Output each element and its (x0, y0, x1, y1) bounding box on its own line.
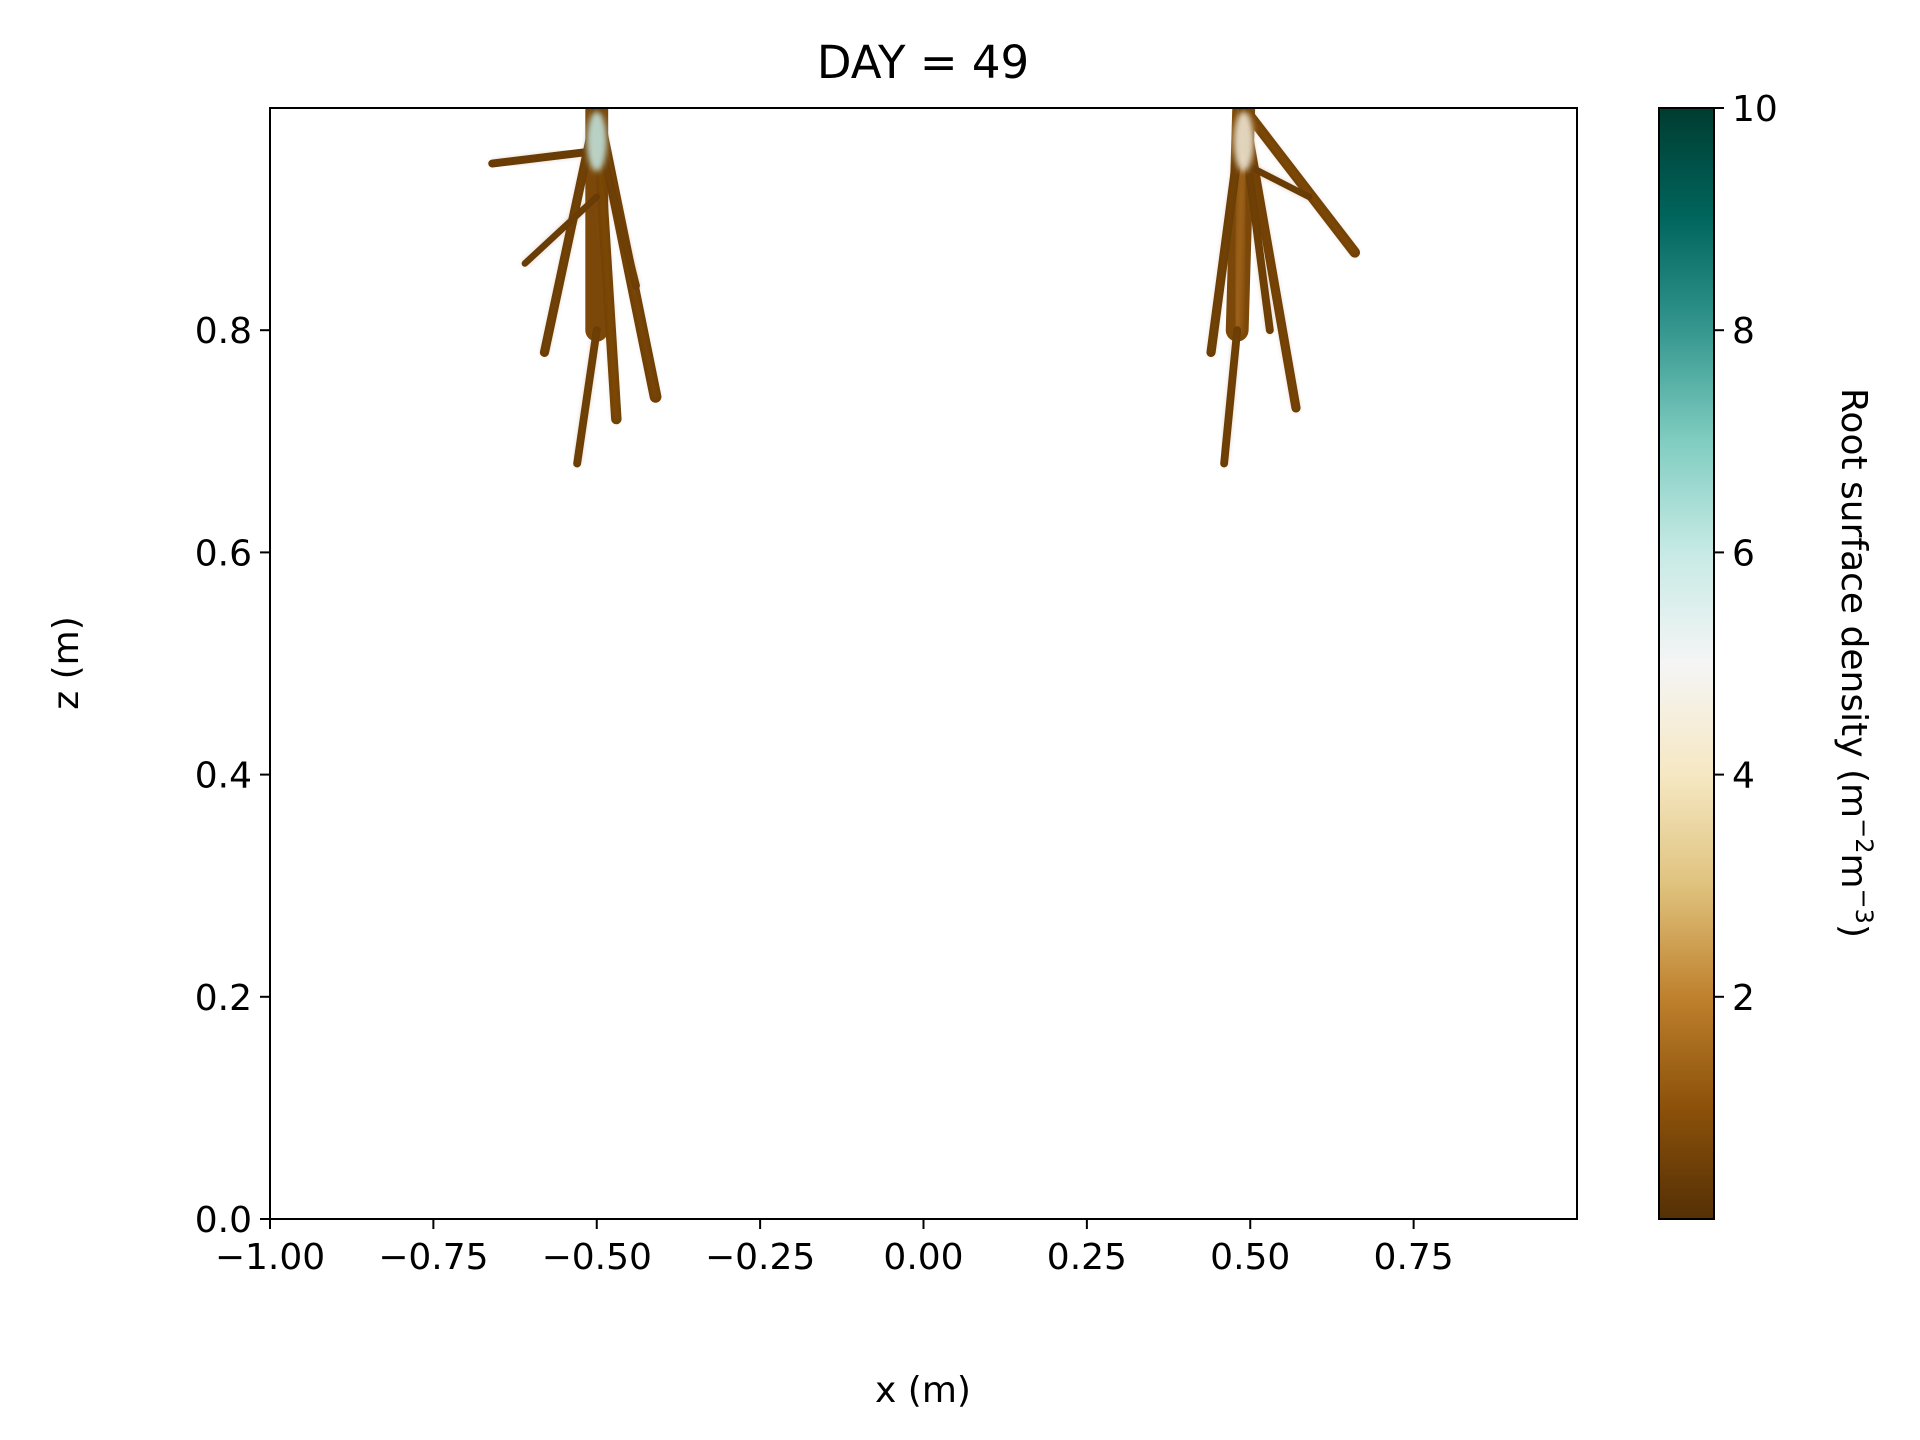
y-tick-label: 0.4 (195, 756, 252, 797)
colorbar-label-end: ) (1833, 924, 1874, 938)
colorbar-tick-label: 6 (1732, 533, 1755, 574)
colorbar-label-sup2: −3 (1850, 889, 1878, 924)
root-system-2 (1206, 108, 1361, 468)
root-branch-core (1241, 108, 1357, 255)
colorbar-tick-label: 8 (1732, 311, 1755, 352)
root-branch-core (490, 151, 586, 165)
colorbar-tick-label: 4 (1732, 756, 1755, 797)
plot-area (269, 107, 1578, 1220)
density-hotspot (1233, 111, 1254, 172)
root-branch-core (523, 195, 598, 265)
heatmap-layer (488, 108, 1361, 468)
colorbar-tick-label: 10 (1732, 89, 1778, 130)
x-tick-label: 0.25 (1047, 1237, 1127, 1278)
colorbar: 2 4 6 8 10 Root surface density (m−2m−3) (1658, 89, 1878, 1220)
x-axis-label: x (m) (875, 1370, 971, 1411)
root-branch-core (1242, 162, 1311, 199)
x-tick-label: −0.75 (378, 1237, 488, 1278)
colorbar-ticks: 2 4 6 8 10 (1714, 89, 1778, 1019)
x-tick-label: −0.25 (705, 1237, 815, 1278)
colorbar-gradient (1658, 107, 1715, 1220)
x-tick-label: 0.75 (1374, 1237, 1454, 1278)
colorbar-label-sup1: −2 (1850, 818, 1878, 853)
x-axis: −1.00 −0.75 −0.50 −0.25 0.00 0.25 0.50 0.75 (215, 1219, 1454, 1278)
chart-title: DAY = 49 (817, 36, 1029, 89)
root-branch-core (1242, 108, 1298, 410)
y-axis-label: z (m) (46, 616, 87, 710)
y-tick-label: 0.0 (195, 1200, 252, 1241)
x-tick-label: 0.00 (883, 1237, 963, 1278)
root-branch-core (575, 328, 599, 465)
density-hotspot (586, 111, 607, 172)
y-tick-label: 0.8 (195, 311, 252, 352)
colorbar-label-mid: m (1833, 853, 1874, 888)
y-tick-label: 0.6 (195, 533, 252, 574)
x-tick-label: −1.00 (215, 1237, 325, 1278)
y-tick-label: 0.2 (195, 978, 252, 1019)
colorbar-label: Root surface density (m−2m−3) (1833, 388, 1878, 938)
root-system-1 (488, 108, 662, 468)
colorbar-label-main: Root surface density (m (1833, 388, 1874, 818)
root-branch-core (1222, 328, 1239, 465)
plot-background (270, 108, 1577, 1219)
x-tick-label: −0.50 (542, 1237, 652, 1278)
colorbar-tick-label: 2 (1732, 978, 1755, 1019)
y-axis: 0.0 0.2 0.4 0.6 0.8 (195, 311, 270, 1241)
x-tick-label: 0.50 (1210, 1237, 1290, 1278)
